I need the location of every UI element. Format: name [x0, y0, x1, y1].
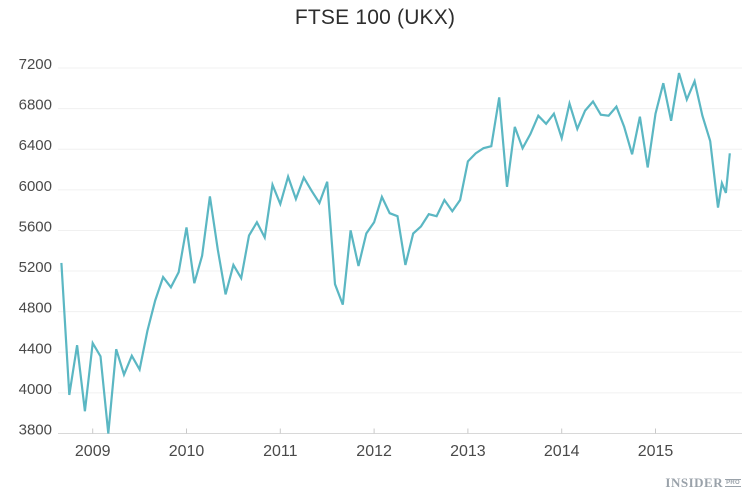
y-tick-label: 5600: [19, 218, 52, 235]
y-tick-label: 6800: [19, 97, 52, 114]
chart-title: FTSE 100 (UKX): [294, 6, 456, 29]
y-tick-label: 4800: [19, 300, 52, 317]
x-tick-label: 2011: [263, 443, 298, 460]
insider-logo-text: INSIDER: [665, 475, 724, 490]
x-tick-label: 2013: [450, 443, 486, 460]
x-tick-label: 2014: [544, 443, 580, 460]
x-tick-label: 2010: [169, 443, 205, 460]
y-tick-label: 4400: [19, 340, 52, 357]
x-tick-label: 2009: [75, 443, 111, 460]
ftse-series-line: [60, 72, 731, 434]
x-tick-label: 2012: [356, 443, 392, 460]
y-tick-label: 5200: [19, 259, 52, 276]
y-tick-label: 6000: [19, 178, 52, 195]
y-tick-label: 6400: [19, 137, 52, 154]
y-tick-label: 3800: [19, 421, 52, 438]
y-tick-label: 4000: [19, 381, 52, 398]
y-tick-label: 7200: [19, 56, 52, 73]
pro-logo-badge: PRO: [725, 479, 741, 487]
insider-pro-logo: INSIDER PRO: [665, 474, 741, 492]
x-tick-label: 2015: [638, 443, 674, 460]
